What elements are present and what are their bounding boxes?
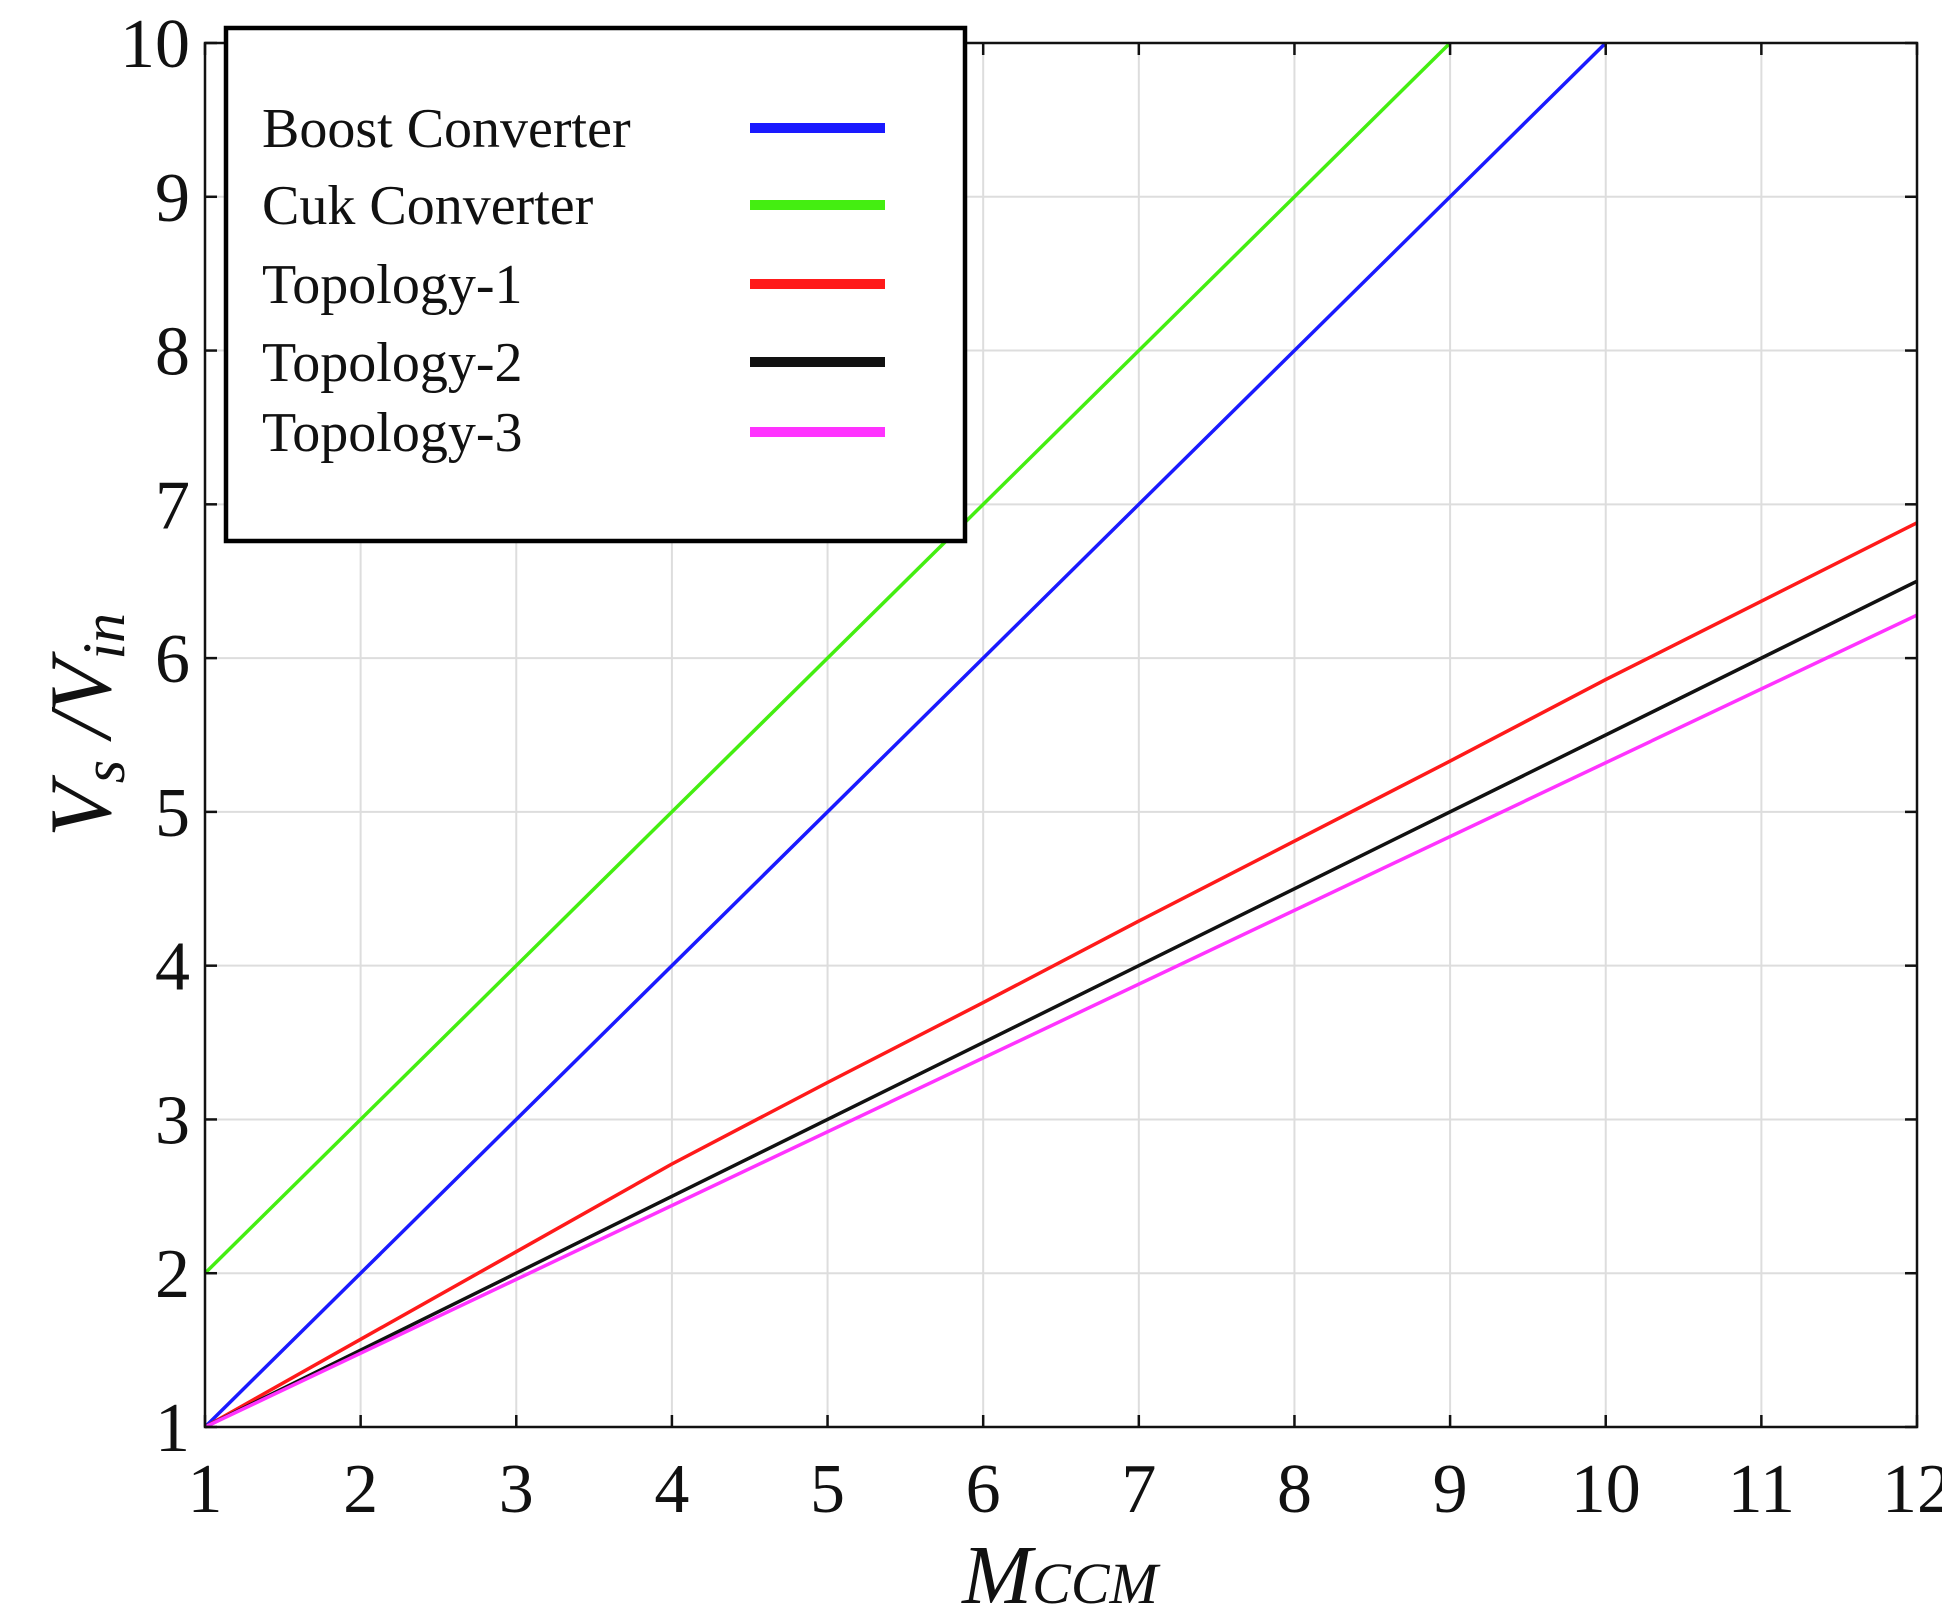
- y-tick-label: 1: [155, 1390, 190, 1467]
- y-tick-label: 3: [155, 1082, 190, 1159]
- y-tick-label: 10: [120, 6, 190, 83]
- series-line-topology-1: [204, 521, 1918, 1429]
- x-tick-label: 4: [654, 1451, 689, 1528]
- legend-label-boost-converter: Boost Converter: [262, 98, 631, 160]
- series-line-cuk-converter: [203, 41, 1452, 1275]
- x-tick-label: 8: [1277, 1451, 1312, 1528]
- x-axis-title: MCCM: [961, 1529, 1160, 1619]
- y-tick-label: 9: [155, 160, 190, 237]
- legend: Boost Converter Cuk Converter Topology-1 To…: [223, 25, 968, 544]
- x-axis-title-main: M: [961, 1529, 1036, 1619]
- x-tick-label: 11: [1728, 1451, 1795, 1528]
- x-tick-label: 10: [1571, 1451, 1641, 1528]
- legend-label-cuk-converter: Cuk Converter: [262, 175, 594, 237]
- x-tick-label: 5: [810, 1451, 845, 1528]
- series-lines: [203, 41, 1918, 1429]
- series-line-topology-3: [204, 613, 1918, 1429]
- y-tick-label: 8: [155, 314, 190, 391]
- x-tick-label: 3: [499, 1451, 534, 1528]
- x-axis-title-sub: CCM: [1032, 1551, 1160, 1616]
- x-tick-label: 1: [188, 1451, 223, 1528]
- x-tick-label: 2: [343, 1451, 378, 1528]
- y-axis-title-sub2: in: [71, 613, 137, 660]
- y-axis-title-sep: /V: [33, 650, 130, 759]
- y-axis-title-main: V: [33, 774, 130, 837]
- x-tick-label: 9: [1433, 1451, 1468, 1528]
- y-tick-label: 6: [155, 621, 190, 698]
- legend-label-topology-2: Topology-2: [262, 332, 523, 394]
- y-tick-label: 5: [155, 775, 190, 852]
- legend-label-topology-1: Topology-1: [262, 254, 523, 316]
- y-tick-label: 2: [155, 1236, 190, 1313]
- series-line-boost-converter: [203, 41, 1607, 1429]
- legend-label-topology-3: Topology-3: [262, 402, 523, 464]
- plot-frame: [203, 41, 1919, 1429]
- y-axis-title-sub1: s: [71, 760, 137, 783]
- x-tick-label: 6: [966, 1451, 1001, 1528]
- y-tick-label: 4: [155, 929, 190, 1006]
- y-tick-label: 7: [155, 467, 190, 544]
- x-tick-label: 12: [1882, 1451, 1942, 1528]
- series-line-topology-2: [204, 579, 1918, 1429]
- x-tick-label: 7: [1121, 1451, 1156, 1528]
- y-axis-title: Vs /Vin: [33, 613, 137, 837]
